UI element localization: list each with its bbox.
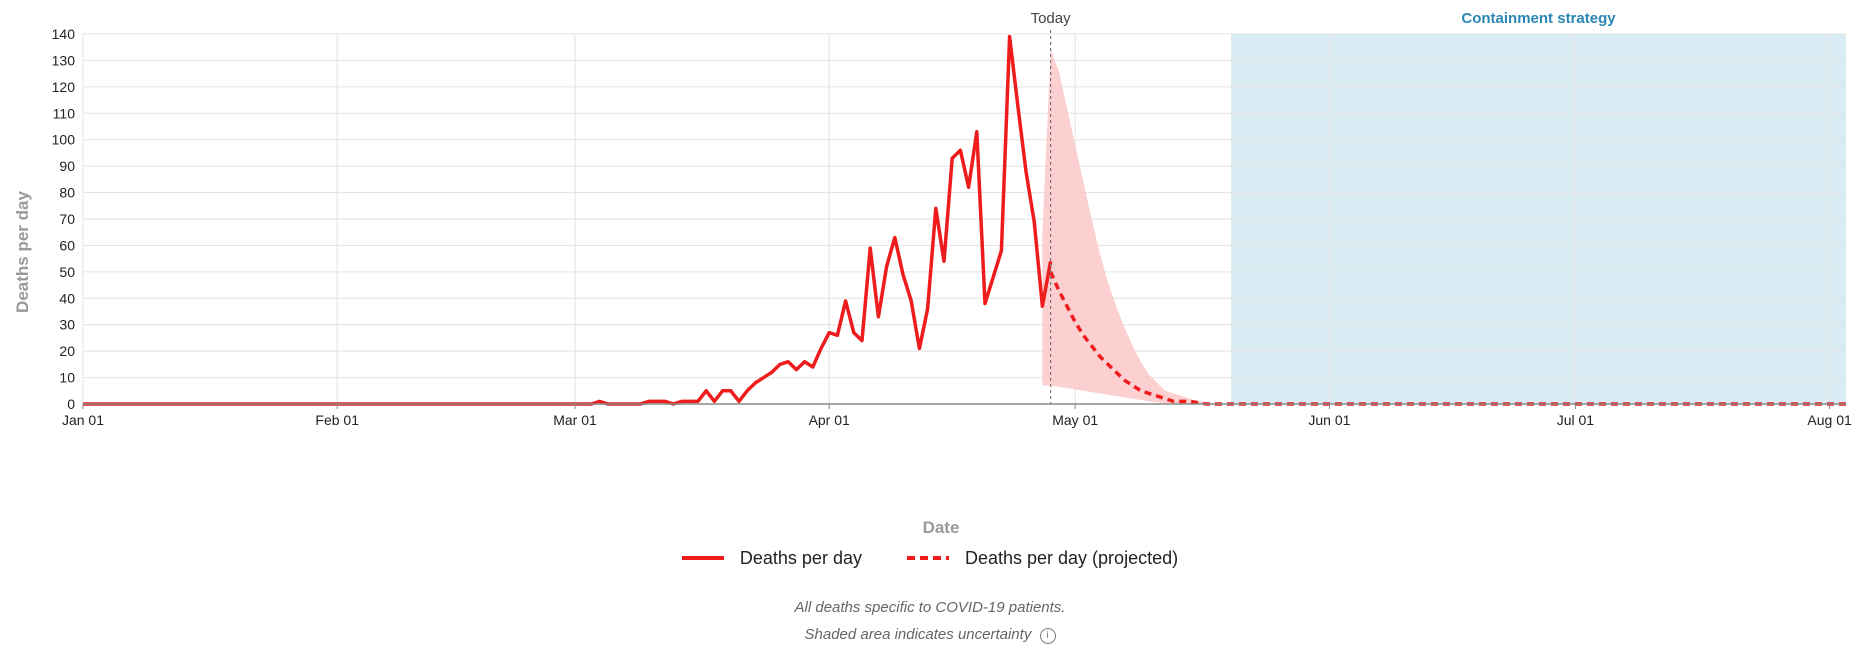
series-layer [83, 34, 1846, 406]
axis-layer: 0 10 20 30 40 50 60 70 80 90 100 110 120 130 140 Jan 01… [52, 26, 1852, 428]
legend-label-actual: Deaths per day [739, 547, 862, 568]
legend-swatch-dashed [906, 556, 949, 560]
chart-notes: All deaths specific to COVID-19 patients… [0, 594, 1860, 648]
uncertainty-band [1042, 49, 1223, 404]
note-deaths: All deaths specific to COVID-19 patients… [794, 599, 1066, 616]
legend-item-projected[interactable]: Deaths per day (projected) [906, 547, 1179, 569]
x-tick-label: Jul 01 [1557, 412, 1595, 428]
y-tick-label: 40 [59, 290, 75, 306]
y-tick-label: 70 [59, 211, 75, 227]
x-tick-label: Feb 01 [315, 412, 359, 428]
y-tick-label: 110 [53, 105, 76, 121]
y-tick-label: 80 [59, 185, 75, 201]
x-tick-label: Aug 01 [1807, 412, 1852, 428]
legend: Deaths per day Deaths per day (projected… [0, 547, 1860, 569]
legend-label-projected: Deaths per day (projected) [964, 547, 1179, 568]
today-label: Today [1031, 10, 1072, 27]
containment-region-layer: Containment strategy [1231, 10, 1846, 404]
series-line-projected [1049, 271, 1846, 406]
chart: Containment strategy Today 0 10 20 30 40 50 60… [13, 10, 1852, 537]
y-tick-label: 120 [52, 79, 76, 95]
note-uncertainty: Shaded area indicates uncertainty i [0, 621, 1860, 648]
y-tick-label: 30 [59, 317, 75, 333]
y-axis-title: Deaths per day [13, 191, 32, 313]
series-line-actual [83, 34, 1053, 406]
y-tick-label: 50 [59, 264, 75, 280]
y-tick-label: 90 [59, 158, 75, 174]
y-tick-label: 60 [59, 237, 75, 253]
info-icon[interactable]: i [1039, 628, 1056, 644]
x-tick-label: May 01 [1052, 412, 1098, 428]
x-tick-label: Jun 01 [1308, 412, 1350, 428]
y-tick-label: 100 [52, 132, 76, 148]
x-tick-label: Jan 01 [62, 412, 104, 428]
containment-region-label: Containment strategy [1461, 10, 1616, 27]
x-tick-label: Mar 01 [553, 412, 597, 428]
legend-item-actual[interactable]: Deaths per day [681, 547, 862, 569]
note-uncertainty-text: Shaded area indicates uncertainty [804, 626, 1032, 643]
legend-swatch-solid [681, 556, 724, 560]
today-layer: Today [1031, 10, 1072, 404]
y-tick-label: 20 [59, 343, 75, 359]
y-tick-label: 130 [52, 52, 76, 68]
x-tick-label: Apr 01 [809, 412, 850, 428]
y-tick-label: 0 [67, 396, 75, 412]
y-tick-label: 10 [59, 370, 75, 386]
uncertainty-layer [1042, 49, 1223, 404]
x-axis-title: Date [923, 518, 960, 537]
y-tick-label: 140 [52, 26, 76, 42]
